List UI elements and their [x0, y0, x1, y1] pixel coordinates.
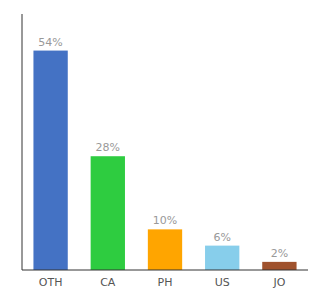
bar	[33, 51, 67, 270]
x-tick-label: US	[215, 276, 230, 289]
data-label: 10%	[153, 214, 177, 227]
data-label: 6%	[213, 231, 230, 244]
chart-container: OTH CA PH US JO 54% 28% 10% 6% 2%	[0, 0, 320, 300]
x-axis-line	[22, 270, 308, 271]
data-label: 2%	[271, 247, 288, 260]
bars	[33, 51, 296, 270]
bar	[205, 246, 239, 270]
data-label: 28%	[96, 141, 120, 154]
data-label: 54%	[38, 36, 62, 49]
bar	[148, 229, 182, 270]
x-tick-label: JO	[272, 276, 285, 289]
x-tick-label: OTH	[39, 276, 63, 289]
x-tick-label: PH	[158, 276, 173, 289]
chart-svg: OTH CA PH US JO 54% 28% 10% 6% 2%	[0, 0, 320, 300]
bar	[91, 156, 125, 270]
x-tick-label: CA	[100, 276, 116, 289]
y-axis-line	[22, 14, 23, 270]
bar	[262, 262, 296, 270]
